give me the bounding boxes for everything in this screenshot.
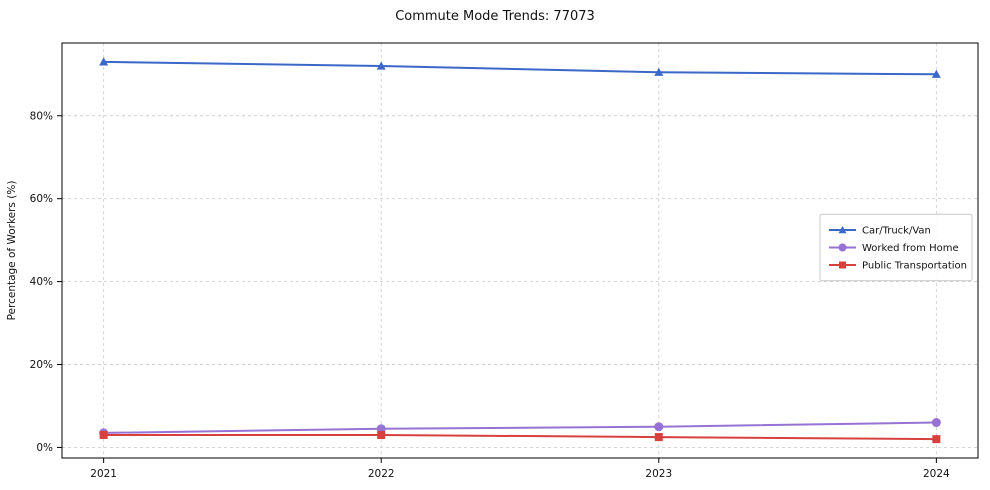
x-axis: 2021 2022 2023 2024 — [90, 458, 950, 480]
legend: Car/Truck/Van Worked from Home Public Tran… — [819, 213, 973, 282]
y-tick-label: 40% — [30, 276, 53, 288]
series-car-truck-van — [99, 57, 941, 78]
series-public-transportation — [99, 430, 941, 444]
y-axis: 0% 20% 40% 60% 80% — [30, 110, 62, 454]
x-tick-label: 2024 — [923, 468, 950, 480]
triangle-marker — [99, 57, 109, 66]
series-line — [103, 433, 937, 441]
circle-marker — [838, 243, 847, 252]
y-tick-label: 0% — [36, 442, 53, 454]
legend-label: Car/Truck/Van — [862, 226, 931, 237]
legend-label: Public Transportation — [862, 261, 967, 272]
triangle-marker — [376, 61, 386, 70]
circle-marker — [931, 418, 941, 428]
x-tick-label: 2023 — [645, 468, 672, 480]
square-marker — [839, 261, 846, 269]
axes-border — [61, 42, 979, 459]
square-marker — [932, 435, 941, 444]
square-marker — [654, 433, 663, 442]
x-tick-label: 2021 — [90, 468, 117, 480]
y-tick-label: 20% — [30, 359, 53, 371]
square-marker — [99, 430, 108, 439]
series-line — [103, 421, 937, 434]
legend-box — [819, 213, 973, 282]
legend-label: Worked from Home — [862, 243, 959, 254]
y-tick-label: 80% — [30, 110, 53, 122]
series-line — [103, 60, 937, 76]
legend-item-worked-from-home: Worked from Home — [829, 243, 959, 254]
gridlines — [62, 43, 978, 458]
triangle-marker — [931, 69, 941, 78]
x-tick-label: 2022 — [368, 468, 395, 480]
triangle-marker — [654, 67, 664, 76]
chart-title: Commute Mode Trends: 77073 — [395, 9, 595, 24]
y-axis-label: Percentage of Workers (%) — [6, 181, 18, 321]
triangle-marker — [838, 226, 847, 234]
circle-marker — [654, 422, 664, 432]
legend-item-car-truck-van: Car/Truck/Van — [829, 226, 931, 237]
y-tick-label: 60% — [30, 193, 53, 205]
square-marker — [377, 430, 386, 439]
legend-item-public-transportation: Public Transportation — [829, 261, 967, 272]
